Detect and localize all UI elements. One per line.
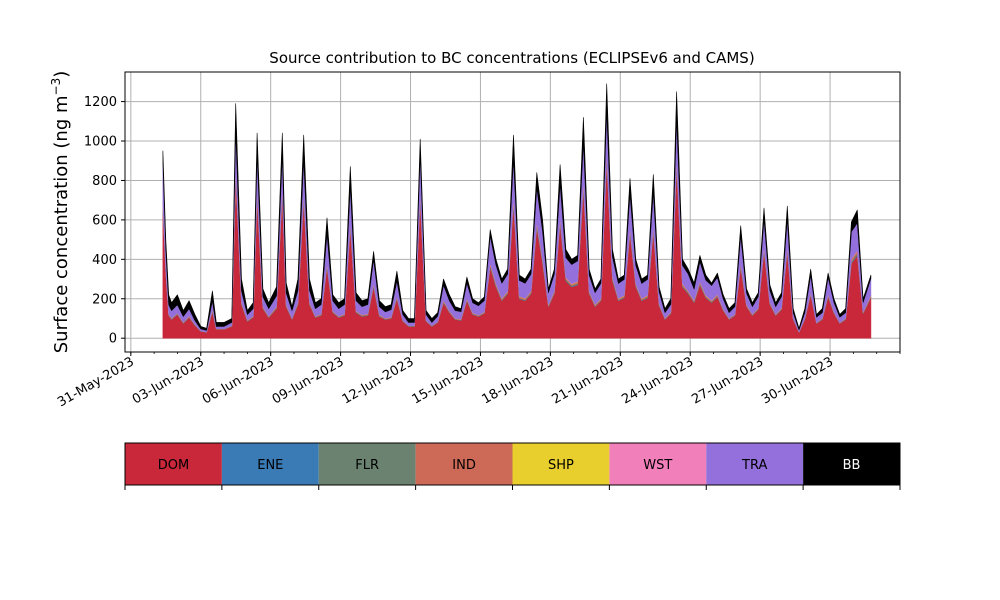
x-tick-label: 24-Jun-2023 xyxy=(619,354,696,407)
legend-swatch-dom xyxy=(125,443,222,485)
legend-label-dom: DOM xyxy=(158,458,189,473)
legend-label-ind: IND xyxy=(452,458,476,473)
x-tick-label: 30-Jun-2023 xyxy=(759,354,836,407)
y-tick-label: 600 xyxy=(92,213,117,228)
x-tick-label: 12-Jun-2023 xyxy=(340,354,417,407)
y-axis-label-main: Surface concentration (ng m xyxy=(51,95,72,353)
legend-label-ene: ENE xyxy=(257,458,283,473)
legend-swatch-bb xyxy=(803,443,900,485)
x-tick-label: 27-Jun-2023 xyxy=(689,354,766,407)
legend-swatch-ind xyxy=(415,443,513,485)
y-tick-label: 200 xyxy=(92,292,117,307)
legend-swatch-flr xyxy=(318,443,416,485)
chart-title: Source contribution to BC concentrations… xyxy=(269,49,754,67)
legend-swatch-tra xyxy=(706,443,804,485)
legend: DOM ENE FLR IND SHP WST TRA BB xyxy=(124,442,901,490)
x-tick-label: 31-May-2023 xyxy=(55,354,137,410)
legend-swatch-wst xyxy=(609,443,707,485)
x-tick-label: 03-Jun-2023 xyxy=(130,354,207,407)
x-tick-label: 15-Jun-2023 xyxy=(410,354,487,407)
y-axis-label-sup: −3 xyxy=(49,78,63,96)
legend-label-bb: BB xyxy=(843,458,861,473)
x-tick-label: 06-Jun-2023 xyxy=(200,354,277,407)
x-tick-label: 21-Jun-2023 xyxy=(549,354,626,407)
axes: 0 200 400 600 800 1000 1200 31-May-202303-Jun-2… xyxy=(55,71,901,410)
legend-swatch-shp xyxy=(512,443,610,485)
plot-frame xyxy=(124,71,901,353)
series-area-bb xyxy=(162,83,872,331)
y-tick-label: 0 xyxy=(109,332,117,347)
y-tick-label: 800 xyxy=(92,174,117,189)
y-axis-label-close: ) xyxy=(51,71,72,78)
legend-label-wst: WST xyxy=(643,458,672,473)
y-tick-label: 1000 xyxy=(84,135,117,150)
legend-label-shp: SHP xyxy=(548,458,574,473)
y-tick-label: 400 xyxy=(92,253,117,268)
legend-label-flr: FLR xyxy=(355,458,379,473)
x-tick-label: 09-Jun-2023 xyxy=(270,354,347,407)
y-tick-label: 1200 xyxy=(84,95,117,110)
legend-label-tra: TRA xyxy=(741,458,767,473)
stacked-areas xyxy=(162,83,872,339)
y-axis-label: Surface concentration (ng m−3) xyxy=(49,71,72,354)
legend-swatch-ene xyxy=(221,443,319,485)
x-tick-label: 18-Jun-2023 xyxy=(480,354,557,407)
